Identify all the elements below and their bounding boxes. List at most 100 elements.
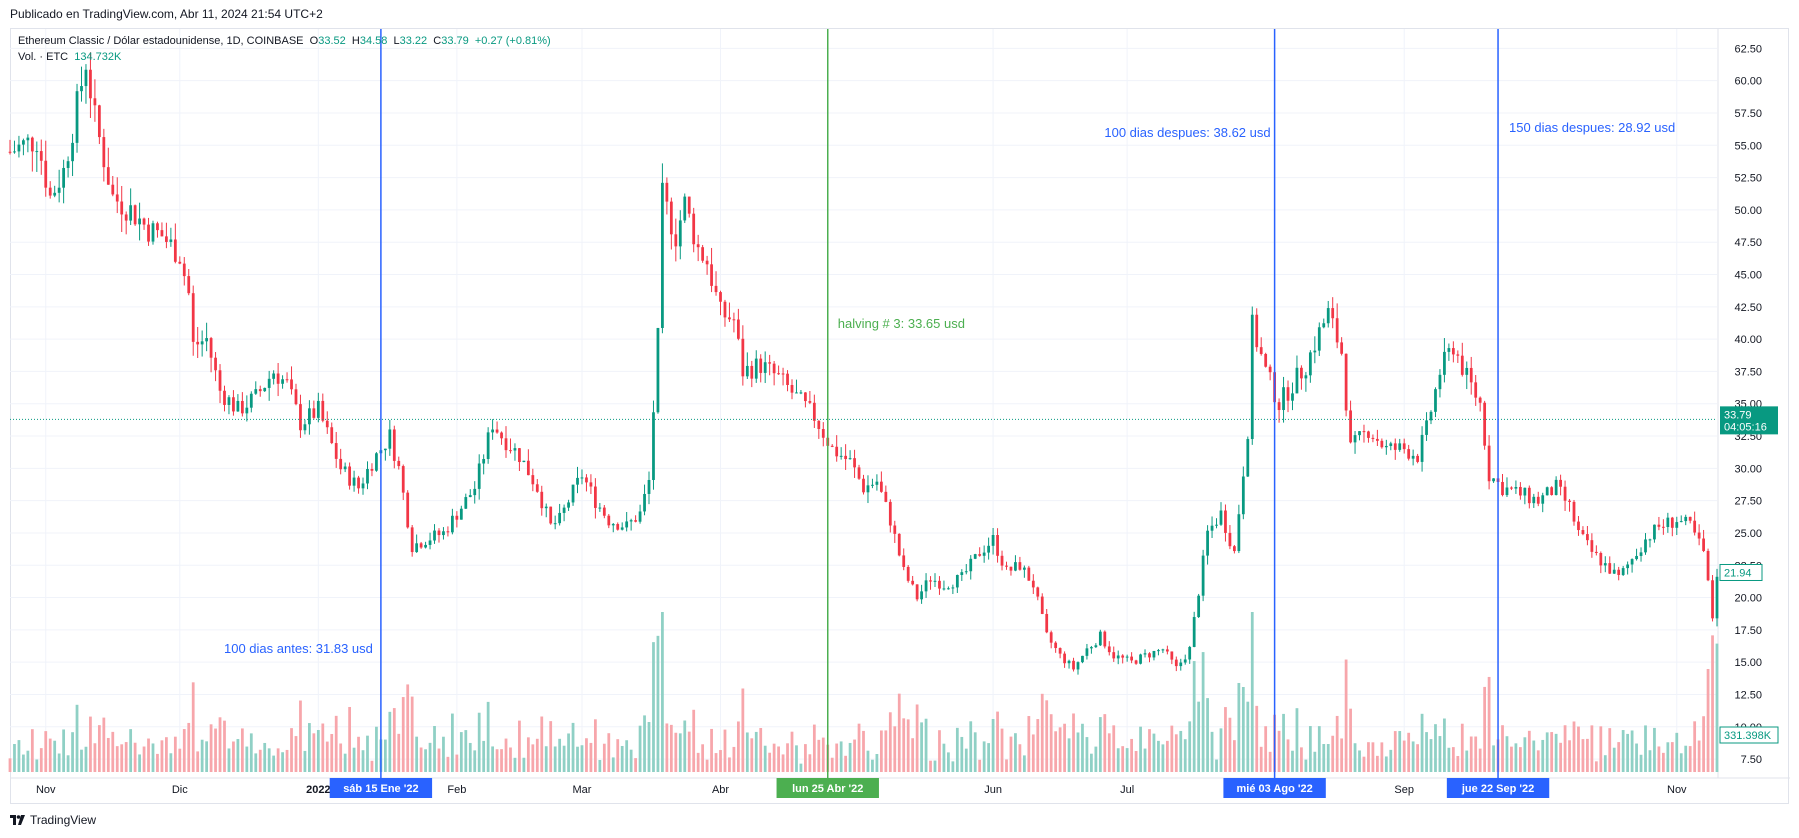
candle-body — [938, 580, 941, 589]
volume-bar — [165, 737, 168, 772]
volume-bar — [419, 747, 423, 772]
candle-body — [1715, 576, 1719, 619]
volume-bar — [75, 704, 79, 772]
volume-bar — [549, 721, 553, 772]
candle-body — [1049, 632, 1053, 643]
candle-body — [1143, 653, 1147, 655]
volume-bar — [62, 729, 66, 772]
volume-bar — [1389, 749, 1393, 772]
volume-bar — [1384, 756, 1388, 772]
volume-bar — [124, 742, 128, 772]
volume-bar — [1594, 761, 1598, 772]
candle-body — [593, 486, 597, 508]
volume-bar — [281, 752, 284, 772]
tradingview-footer[interactable]: TradingView — [10, 813, 96, 827]
volume-bar — [669, 724, 673, 772]
candle-body — [576, 477, 579, 485]
candle-body — [513, 448, 517, 451]
volume-legend[interactable]: Vol. · ETC 134.732K — [18, 51, 121, 63]
candle-body — [1684, 516, 1688, 522]
candle-body — [1353, 435, 1357, 443]
volume-bar — [366, 735, 369, 772]
volume-bar — [504, 738, 508, 772]
candle-body — [343, 466, 347, 470]
candle-body — [383, 448, 387, 451]
candle-body — [276, 373, 280, 384]
volume-bar — [736, 721, 740, 772]
volume-bar — [1076, 732, 1080, 772]
candle-body — [1009, 566, 1013, 571]
volume-bar — [1210, 731, 1214, 772]
candle-body — [1076, 662, 1080, 670]
volume-bar — [169, 753, 173, 772]
volume-bar — [862, 730, 865, 772]
candle-body — [1541, 495, 1545, 504]
candle-body — [1626, 564, 1630, 569]
volume-bar — [147, 738, 150, 772]
volume-bar — [1005, 759, 1008, 772]
volume-bar — [57, 753, 61, 772]
candle-body — [683, 196, 687, 221]
candle-body — [44, 160, 48, 188]
volume-bar — [1411, 741, 1415, 772]
candle-body — [1058, 648, 1062, 654]
volume-bar — [790, 731, 794, 772]
candle-body — [1036, 587, 1040, 597]
symbol-legend[interactable]: Ethereum Classic / Dólar estadounidense,… — [18, 35, 551, 47]
marker-annotation: halving # 3: 33.65 usd — [838, 316, 965, 331]
price-axis-tick: 12.50 — [1734, 689, 1762, 701]
volume-bar — [1139, 726, 1142, 772]
volume-bar — [567, 733, 570, 772]
candle-body — [205, 338, 209, 342]
candle-body — [647, 479, 651, 494]
volume-bar — [196, 751, 200, 772]
volume-bar — [522, 757, 526, 772]
price-axis-tick: 7.50 — [1741, 754, 1762, 766]
volume-bar — [1684, 745, 1688, 772]
candle-body — [1192, 617, 1196, 647]
volume-bar — [1639, 754, 1643, 772]
volume-bar — [1590, 725, 1594, 772]
volume-bar — [1268, 751, 1272, 772]
volume-bar — [1282, 713, 1285, 772]
candle-body — [477, 463, 481, 489]
candle-body — [236, 400, 240, 412]
volume-bar — [1376, 755, 1379, 772]
volume-bar — [772, 743, 776, 772]
candle-body — [1233, 546, 1236, 552]
price-axis-tick: 40.00 — [1734, 334, 1762, 346]
candle-body — [1545, 487, 1549, 496]
candle-body — [1679, 521, 1683, 523]
candle-body — [795, 392, 798, 394]
candle-body — [719, 292, 722, 302]
volume-bar — [1179, 730, 1183, 772]
candle-body — [1054, 642, 1058, 649]
volume-bar — [406, 684, 410, 772]
candle-body — [589, 482, 593, 487]
volume-bar — [1501, 725, 1504, 772]
candle-body — [223, 390, 226, 405]
volume-bar — [620, 745, 624, 772]
volume-bar — [200, 739, 204, 772]
price-axis-tick: 27.50 — [1734, 496, 1762, 508]
candle-body — [1411, 455, 1415, 459]
candle-body — [942, 588, 946, 590]
volume-bar — [325, 741, 329, 772]
candle-body — [504, 438, 508, 451]
volume-bar — [312, 733, 316, 772]
candle-body — [1291, 393, 1294, 401]
volume-bar — [1510, 746, 1513, 772]
candle-body — [839, 455, 843, 457]
volume-bar — [1192, 661, 1196, 772]
volume-bar — [160, 740, 164, 772]
volume-bar — [348, 706, 351, 772]
candle-body — [1487, 445, 1491, 482]
volume-bar — [30, 729, 34, 772]
candle-body — [200, 341, 204, 345]
volume-bar — [267, 748, 271, 772]
candle-body — [987, 545, 991, 553]
candle-body — [804, 392, 807, 402]
volume-bar — [236, 739, 240, 772]
candle-body — [1501, 481, 1504, 496]
